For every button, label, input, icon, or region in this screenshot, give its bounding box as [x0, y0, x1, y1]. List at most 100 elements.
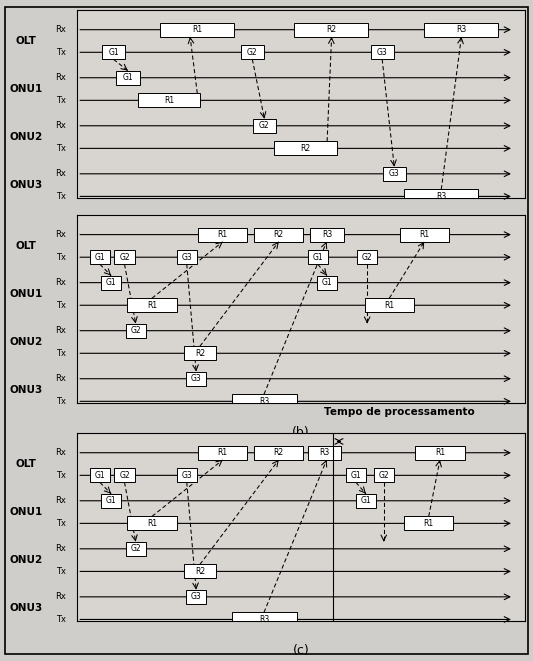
Text: R1: R1: [218, 230, 228, 239]
Text: ONU3: ONU3: [9, 385, 43, 395]
Text: R1: R1: [192, 25, 202, 34]
Bar: [365, 298, 414, 312]
Text: G1: G1: [360, 496, 371, 505]
Text: Rx: Rx: [55, 496, 66, 505]
Text: Rx: Rx: [55, 544, 66, 553]
Text: Rx: Rx: [55, 374, 66, 383]
Text: G2: G2: [131, 326, 141, 335]
Text: R2: R2: [195, 349, 205, 358]
Text: Rx: Rx: [55, 121, 66, 130]
Text: ONU2: ONU2: [9, 132, 43, 142]
Text: Tx: Tx: [56, 253, 66, 262]
Bar: [198, 227, 247, 242]
Text: G1: G1: [351, 471, 361, 480]
Bar: [127, 516, 176, 530]
Text: R3: R3: [259, 397, 269, 406]
Text: ONU1: ONU1: [9, 507, 43, 517]
Text: Tx: Tx: [56, 96, 66, 105]
Text: G1: G1: [106, 496, 116, 505]
Text: G2: G2: [131, 544, 141, 553]
Bar: [126, 542, 146, 556]
Bar: [308, 250, 328, 264]
Text: ONU1: ONU1: [9, 84, 43, 94]
Text: R1: R1: [147, 519, 157, 528]
Text: ONU2: ONU2: [9, 555, 43, 565]
Text: R1: R1: [384, 301, 394, 310]
Bar: [90, 468, 110, 483]
Text: G1: G1: [106, 278, 116, 287]
Text: R1: R1: [164, 96, 174, 105]
Bar: [404, 516, 454, 530]
Text: G3: G3: [377, 48, 387, 57]
Bar: [415, 446, 465, 460]
Text: Tx: Tx: [56, 349, 66, 358]
Bar: [317, 276, 337, 290]
Text: ONU2: ONU2: [9, 337, 43, 347]
Bar: [294, 22, 368, 37]
Text: R2: R2: [274, 448, 284, 457]
Text: Tx: Tx: [56, 471, 66, 480]
Bar: [346, 468, 366, 483]
Bar: [116, 71, 140, 85]
Text: Rx: Rx: [55, 230, 66, 239]
Bar: [102, 45, 125, 59]
Text: Rx: Rx: [55, 25, 66, 34]
Bar: [424, 22, 498, 37]
Text: OLT: OLT: [15, 459, 36, 469]
Text: Tx: Tx: [56, 301, 66, 310]
Text: G3: G3: [191, 592, 201, 602]
Bar: [160, 22, 234, 37]
Text: Tempo de processamento: Tempo de processamento: [324, 407, 475, 416]
Text: Rx: Rx: [55, 592, 66, 602]
Text: Tx: Tx: [56, 48, 66, 57]
Text: G2: G2: [247, 48, 257, 57]
Text: R1: R1: [424, 519, 434, 528]
Text: G1: G1: [108, 48, 119, 57]
Text: R1: R1: [218, 448, 228, 457]
Text: ONU1: ONU1: [9, 289, 43, 299]
Bar: [115, 250, 135, 264]
Bar: [356, 494, 376, 508]
Bar: [126, 324, 146, 338]
Bar: [184, 564, 216, 578]
Bar: [176, 250, 197, 264]
Text: Rx: Rx: [55, 169, 66, 178]
Text: R3: R3: [436, 192, 446, 201]
Bar: [186, 371, 206, 386]
Bar: [127, 298, 176, 312]
Text: (c): (c): [293, 644, 310, 657]
Bar: [115, 468, 135, 483]
Bar: [101, 276, 121, 290]
Text: G1: G1: [321, 278, 332, 287]
Text: OLT: OLT: [15, 36, 36, 46]
Bar: [254, 446, 303, 460]
Text: Tx: Tx: [56, 615, 66, 624]
Bar: [404, 189, 478, 204]
Bar: [232, 394, 297, 408]
Bar: [184, 346, 216, 360]
Bar: [101, 494, 121, 508]
Bar: [198, 446, 247, 460]
Text: R1: R1: [435, 448, 445, 457]
Bar: [138, 93, 200, 107]
Text: R1: R1: [419, 230, 429, 239]
Text: G1: G1: [123, 73, 133, 82]
Bar: [274, 141, 337, 155]
Text: ONU3: ONU3: [9, 180, 43, 190]
Bar: [383, 167, 406, 181]
Text: G3: G3: [181, 253, 192, 262]
Bar: [400, 227, 449, 242]
Text: Rx: Rx: [55, 326, 66, 335]
Bar: [374, 468, 394, 483]
Text: G1: G1: [94, 253, 105, 262]
Text: R3: R3: [319, 448, 330, 457]
Text: (b): (b): [292, 426, 310, 439]
Text: Tx: Tx: [56, 144, 66, 153]
Text: Rx: Rx: [55, 278, 66, 287]
Text: R3: R3: [259, 615, 269, 624]
Text: G2: G2: [119, 253, 130, 262]
Bar: [357, 250, 377, 264]
Bar: [90, 250, 110, 264]
Bar: [241, 45, 264, 59]
Text: R1: R1: [147, 301, 157, 310]
